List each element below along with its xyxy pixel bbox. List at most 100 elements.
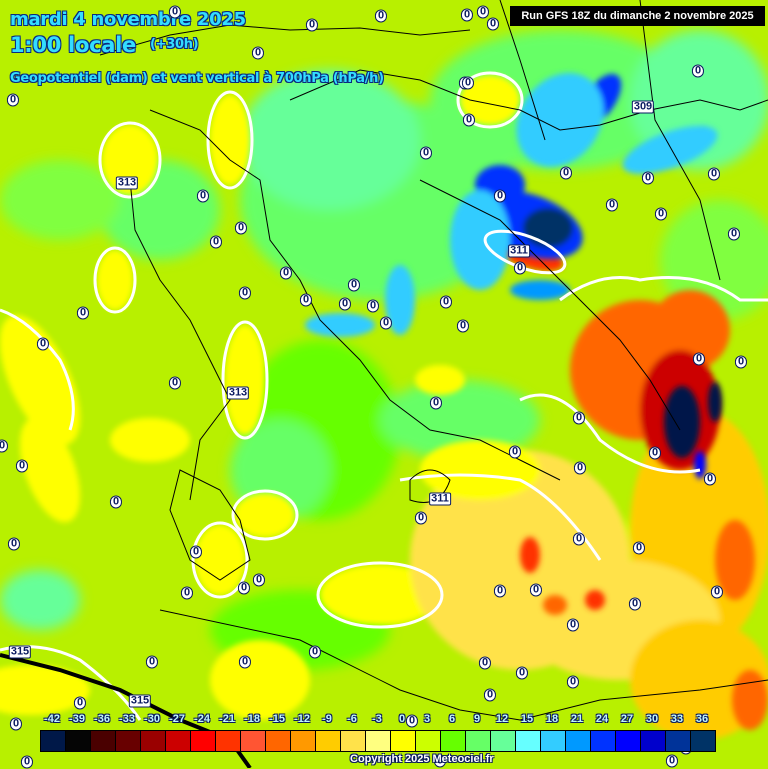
colorbar-swatch bbox=[566, 731, 591, 751]
zero-contour-label: 0 bbox=[476, 5, 490, 19]
zero-contour-label: 0 bbox=[7, 537, 21, 551]
zero-contour-label: 0 bbox=[566, 675, 580, 689]
zero-contour-label: 0 bbox=[632, 541, 646, 555]
zero-contour-label: 0 bbox=[299, 293, 313, 307]
zero-contour-label: 0 bbox=[572, 411, 586, 425]
zero-contour-label: 0 bbox=[168, 376, 182, 390]
zero-contour-label: 0 bbox=[665, 754, 679, 768]
colorbar-swatch bbox=[141, 731, 166, 751]
zero-contour-label: 0 bbox=[0, 439, 9, 453]
zero-contour-label: 0 bbox=[234, 221, 248, 235]
colorbar-tick-label: 33 bbox=[670, 713, 684, 725]
zero-contour-label: 0 bbox=[691, 64, 705, 78]
zero-contour-label: 0 bbox=[641, 171, 655, 185]
colorbar-tick-label: -12 bbox=[294, 713, 310, 725]
colorbar-tick-label: 18 bbox=[545, 713, 559, 725]
colorbar-tick-label: 9 bbox=[473, 713, 481, 725]
zero-contour-label: 0 bbox=[279, 266, 293, 280]
colorbar-tick-label: 30 bbox=[645, 713, 659, 725]
zero-contour-label: 0 bbox=[439, 295, 453, 309]
zero-contour-label: 0 bbox=[9, 717, 23, 731]
colorbar-tick-label: 24 bbox=[595, 713, 609, 725]
zero-contour-label: 0 bbox=[405, 714, 419, 728]
zero-contour-label: 0 bbox=[628, 597, 642, 611]
zero-contour-label: 0 bbox=[692, 352, 706, 366]
zero-contour-label: 0 bbox=[251, 46, 265, 60]
colorbar-tick-label: 0 bbox=[398, 713, 406, 725]
colorbar-tick-label: -9 bbox=[322, 713, 332, 725]
colorbar-swatch bbox=[441, 731, 466, 751]
colorbar-tick-label: -18 bbox=[244, 713, 260, 725]
zero-contour-label: 0 bbox=[605, 198, 619, 212]
colorbar-swatch bbox=[316, 731, 341, 751]
colorbar-tick-label: -24 bbox=[194, 713, 210, 725]
zero-contour-label: 0 bbox=[515, 666, 529, 680]
zero-contour-label: 0 bbox=[429, 396, 443, 410]
zero-contour-label: 0 bbox=[559, 166, 573, 180]
geopotential-contour-label: 311 bbox=[508, 244, 530, 258]
colorbar-swatch bbox=[491, 731, 516, 751]
copyright-text: Copyright 2025 Meteociel.fr bbox=[350, 753, 494, 765]
zero-contour-label: 0 bbox=[486, 17, 500, 31]
zero-contour-label: 0 bbox=[462, 113, 476, 127]
colorbar-swatch bbox=[691, 731, 715, 751]
geopotential-contour-label: 315 bbox=[128, 694, 152, 708]
zero-contour-label: 0 bbox=[460, 8, 474, 22]
colorbar-swatch bbox=[616, 731, 641, 751]
colorbar-tick-label: -21 bbox=[219, 713, 235, 725]
colorbar-tick-label: 15 bbox=[520, 713, 534, 725]
colorbar-swatch bbox=[391, 731, 416, 751]
colorbar-swatch bbox=[166, 731, 191, 751]
geopotential-contour-label: 313 bbox=[115, 176, 139, 190]
zero-contour-label: 0 bbox=[493, 584, 507, 598]
colorbar-tick-label: -3 bbox=[372, 713, 382, 725]
zero-contour-label: 0 bbox=[237, 581, 251, 595]
zero-contour-label: 0 bbox=[419, 146, 433, 160]
parameter-title: Geopotentiel (dam) et vent vertical à 70… bbox=[10, 71, 385, 87]
zero-contour-label: 0 bbox=[73, 696, 87, 710]
zero-contour-label: 0 bbox=[20, 755, 34, 769]
zero-contour-label: 0 bbox=[648, 446, 662, 460]
zero-contour-label: 0 bbox=[483, 688, 497, 702]
colorbar-tick-label: -36 bbox=[94, 713, 110, 725]
colorbar-swatch bbox=[291, 731, 316, 751]
colorbar-tick-label: 27 bbox=[620, 713, 634, 725]
zero-contour-label: 0 bbox=[456, 319, 470, 333]
zero-contour-label: 0 bbox=[196, 189, 210, 203]
zero-contour-label: 0 bbox=[366, 299, 380, 313]
extreme-core bbox=[664, 382, 722, 479]
zero-contour-label: 0 bbox=[238, 286, 252, 300]
colorbar-tick-label: -15 bbox=[269, 713, 285, 725]
colorbar-tick-label: 3 bbox=[423, 713, 431, 725]
colorbar-swatch bbox=[641, 731, 666, 751]
colorbar-swatch bbox=[516, 731, 541, 751]
colorbar-swatch bbox=[541, 731, 566, 751]
geopotential-contour-label: 311 bbox=[429, 492, 451, 506]
colorbar-tick-label: -27 bbox=[169, 713, 185, 725]
zero-contour-label: 0 bbox=[478, 656, 492, 670]
zero-contour-label: 0 bbox=[374, 9, 388, 23]
forecast-local-time: 1:00 locale bbox=[10, 33, 137, 58]
zero-contour-label: 0 bbox=[15, 459, 29, 473]
zero-contour-label: 0 bbox=[703, 472, 717, 486]
colorbar-swatch bbox=[91, 731, 116, 751]
zero-contour-label: 0 bbox=[710, 585, 724, 599]
zero-contour-label: 0 bbox=[573, 461, 587, 475]
colorbar-swatch bbox=[266, 731, 291, 751]
zero-contour-label: 0 bbox=[6, 93, 20, 107]
colorbar-swatch bbox=[116, 731, 141, 751]
colorbar-swatch bbox=[241, 731, 266, 751]
colorbar-tick-label: -30 bbox=[144, 713, 160, 725]
zero-contour-label: 0 bbox=[433, 754, 447, 768]
strong-ascent bbox=[305, 73, 718, 337]
colorbar-tick-label: 21 bbox=[570, 713, 584, 725]
colorbar-swatch bbox=[41, 731, 66, 751]
zero-contour-label: 0 bbox=[189, 545, 203, 559]
zero-contour-label: 0 bbox=[36, 337, 50, 351]
geopotential-contour-label: 313 bbox=[226, 386, 250, 400]
colorbar-swatch bbox=[216, 731, 241, 751]
zero-contours bbox=[0, 71, 768, 721]
colorbar-swatch bbox=[666, 731, 691, 751]
zero-contour-label: 0 bbox=[145, 655, 159, 669]
colorbar-swatch bbox=[191, 731, 216, 751]
